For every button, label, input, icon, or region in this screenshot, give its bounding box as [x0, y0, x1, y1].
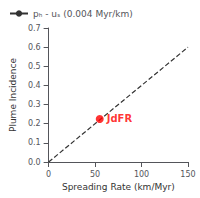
- svg-text:50: 50: [90, 170, 100, 179]
- svg-text:0.0: 0.0: [28, 158, 41, 167]
- svg-text:150: 150: [180, 170, 195, 179]
- svg-text:pₕ - uₛ (0.004 Myr/km): pₕ - uₛ (0.004 Myr/km): [33, 9, 133, 19]
- svg-text:100: 100: [134, 170, 149, 179]
- svg-text:0.4: 0.4: [28, 81, 41, 90]
- svg-text:0.2: 0.2: [28, 119, 41, 128]
- svg-text:Plume Incidence: Plume Incidence: [8, 58, 18, 133]
- svg-text:0.1: 0.1: [28, 138, 41, 147]
- svg-text:0: 0: [46, 170, 51, 179]
- svg-text:0.6: 0.6: [28, 43, 41, 52]
- svg-text:0.7: 0.7: [28, 24, 41, 33]
- svg-text:0.3: 0.3: [28, 100, 41, 109]
- svg-text:JdFR: JdFR: [106, 113, 133, 124]
- svg-text:Spreading Rate (km/Myr): Spreading Rate (km/Myr): [62, 182, 175, 192]
- svg-text:0.5: 0.5: [28, 62, 41, 71]
